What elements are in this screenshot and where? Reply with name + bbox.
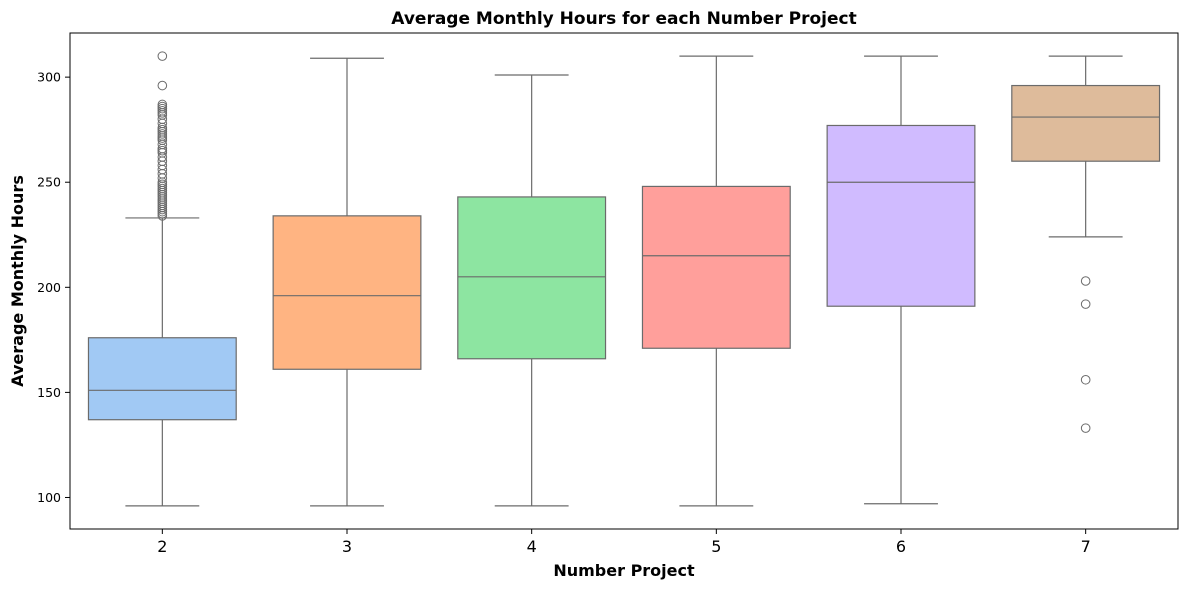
x-tick-label: 3 bbox=[342, 537, 352, 556]
x-axis-label: Number Project bbox=[553, 561, 695, 580]
chart-title: Average Monthly Hours for each Number Pr… bbox=[391, 9, 856, 29]
x-tick-label: 6 bbox=[896, 537, 906, 556]
box-group-5 bbox=[641, 55, 791, 507]
outlier-point bbox=[1080, 374, 1091, 385]
outlier-point bbox=[157, 51, 168, 61]
y-tick-label: 150 bbox=[37, 385, 61, 400]
box-group-3 bbox=[272, 57, 422, 507]
outlier-point bbox=[1080, 276, 1091, 286]
plot-marks bbox=[87, 51, 1161, 507]
box-iqr bbox=[826, 124, 976, 307]
box-iqr bbox=[272, 215, 422, 370]
box-iqr bbox=[87, 337, 237, 421]
y-tick-label: 100 bbox=[37, 490, 61, 505]
x-axis: 2 3 4 5 6 7 bbox=[157, 529, 1091, 556]
y-tick-label: 300 bbox=[37, 70, 61, 85]
x-tick-label: 7 bbox=[1081, 537, 1091, 556]
outlier-point bbox=[1080, 423, 1091, 433]
plot-frame bbox=[69, 32, 1179, 530]
box-iqr bbox=[1011, 84, 1161, 162]
box-group-6 bbox=[826, 55, 976, 505]
box-iqr bbox=[457, 196, 607, 360]
x-tick-label: 4 bbox=[527, 537, 537, 556]
y-axis: 100 150 200 250 300 bbox=[37, 70, 70, 505]
x-tick-label: 5 bbox=[711, 537, 721, 556]
outlier-point bbox=[157, 80, 168, 91]
x-tick-label: 2 bbox=[157, 537, 167, 556]
outlier-point bbox=[157, 99, 168, 110]
y-tick-label: 200 bbox=[37, 280, 61, 295]
outlier-point bbox=[1080, 299, 1091, 309]
box-group-7 bbox=[1011, 55, 1161, 433]
y-axis-label: Average Monthly Hours bbox=[8, 175, 27, 387]
y-tick-label: 250 bbox=[37, 175, 61, 190]
box-iqr bbox=[641, 185, 791, 349]
box-group-2 bbox=[87, 51, 237, 507]
box-group-4 bbox=[457, 74, 607, 507]
